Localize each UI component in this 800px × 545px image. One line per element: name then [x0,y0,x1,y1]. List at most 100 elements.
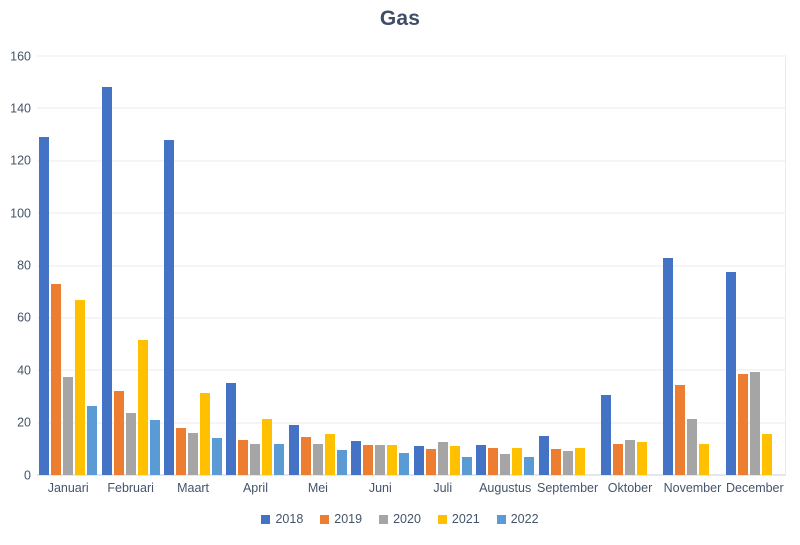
bar-2020-februari [125,413,136,475]
bar-group-augustus [474,56,536,475]
y-tick-label: 120 [10,153,31,168]
bar-2020-augustus [500,454,511,475]
bar-group-april [224,56,286,475]
bar-2021-november [699,443,710,475]
x-tick-label: Februari [107,481,154,495]
gridline [37,160,786,162]
bar-2019-april [238,439,249,475]
bar-2018-juni [351,440,362,475]
y-tick-label: 40 [17,363,31,377]
bar-2020-september [562,451,573,475]
bar-2020-oktober [625,439,635,475]
bar-group-januari [37,56,99,475]
legend-item-2019: 2019 [320,512,362,526]
bar-2018-november [663,257,674,475]
bar-group-december [724,56,786,475]
bar-2022-augustus [524,456,535,475]
gridline [37,422,786,424]
x-tick-label: Maart [177,481,210,495]
y-tick-label: 0 [24,467,31,482]
x-tick-label: December [726,481,784,495]
bar-2021-februari [137,340,148,475]
legend-label: 2020 [393,512,421,526]
bar-group-juni [349,56,411,475]
legend-label: 2021 [451,512,480,526]
bar-2018-september [538,435,549,475]
bar-2018-maart [164,139,175,475]
x-axis-labels: Januari Februari Maart April Mei Juni Juli Augu… [37,481,786,495]
y-tick-label: 80 [17,258,31,273]
bar-2021-april [262,418,273,475]
bar-2019-september [550,448,561,475]
legend-swatch-icon [496,514,506,524]
bar-2021-juni [387,444,398,475]
bar-2018-januari [39,137,50,475]
legend-swatch-icon [437,514,447,524]
legend-label: 2022 [510,512,539,526]
bar-2021-juli [449,446,460,475]
x-tick-label: Juni [368,481,392,495]
bar-2022-juni [399,452,410,475]
bar-group-mei [287,56,349,475]
bar-2020-maart [188,433,199,475]
x-axis-line [37,474,786,476]
bar-group-november [661,56,723,475]
bar-2019-maart [176,427,187,475]
bar-2020-november [687,418,698,475]
legend-label: 2019 [334,512,363,526]
bar-2021-mei [324,434,335,475]
gridline [37,265,786,266]
x-tick-label: Januari [47,481,89,495]
bar-2018-februari [101,87,112,475]
gridline [37,107,786,109]
y-axis-labels: 0 20 40 60 80 100 120 140 160 [0,50,31,481]
bar-2019-december [737,374,748,475]
legend-item-2020: 2020 [379,512,421,526]
bar-2021-maart [200,392,211,475]
gridline [37,212,786,214]
y-tick-label: 140 [10,101,31,116]
bar-2019-oktober [613,443,623,475]
bar-2022-februari [149,420,160,475]
bar-2022-juli [461,456,472,475]
bar-2019-mei [300,437,311,475]
plot-right-border [785,56,786,475]
legend: 2018 2019 2020 2021 2022 [0,512,800,526]
legend-label: 2018 [275,512,304,526]
bar-2019-juli [425,448,436,475]
bar-2018-april [226,383,237,475]
x-tick-label: September [537,481,599,495]
y-tick-label: 160 [10,48,31,63]
gridline [37,369,786,371]
chart-title: Gas [379,7,421,30]
bar-groups [37,56,786,475]
bar-2018-augustus [476,444,487,475]
bar-2018-mei [288,425,299,475]
legend-swatch-icon [261,514,271,524]
bar-2019-november [675,384,686,475]
bar-2018-oktober [601,395,611,475]
legend-swatch-icon [379,514,389,524]
x-tick-label: Mei [307,481,328,495]
legend-swatch-icon [320,514,330,524]
bar-2020-juni [375,444,386,475]
bar-2022-mei [336,450,347,475]
bar-2019-februari [113,391,124,475]
legend-item-2018: 2018 [261,512,303,526]
bar-2018-december [725,272,736,475]
bar-2022-maart [212,438,223,475]
plot-area [37,55,786,476]
x-tick-label: Oktober [607,481,653,495]
legend-item-2021: 2021 [437,512,480,526]
bar-2020-mei [312,443,323,475]
y-tick-label: 60 [17,310,31,325]
bar-2021-januari [75,299,86,475]
y-tick-label: 20 [17,415,31,430]
x-tick-label: Juli [433,481,453,495]
bar-2022-januari [87,405,98,475]
x-tick-label: November [663,481,722,495]
bar-2019-augustus [488,447,499,475]
bar-group-september [536,56,598,475]
bar-2020-december [749,371,760,475]
gridline [37,55,786,57]
